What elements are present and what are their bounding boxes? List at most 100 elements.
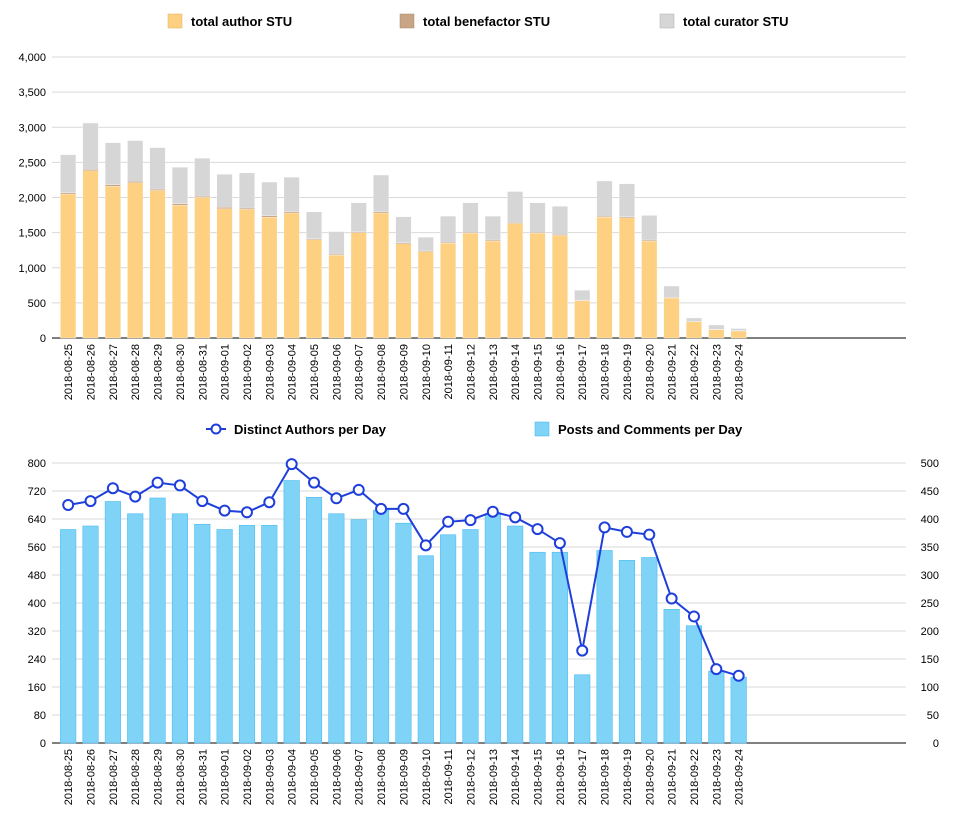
chart2-bar-posts [440, 534, 457, 744]
chart1-bar-author [194, 197, 211, 339]
chart1-bar-author [261, 217, 278, 339]
legend-swatch-author [167, 13, 183, 29]
chart2-point-authors [531, 523, 544, 536]
chart1-x-tick-label: 2018-08-26 [86, 344, 98, 400]
chart2-x-tick-label: 2018-09-11 [443, 749, 455, 804]
chart1-bar-author [373, 212, 389, 339]
chart2-point-authors [665, 592, 678, 605]
chart2-x-tick-label: 2018-09-14 [510, 749, 522, 805]
chart2-point-authors [62, 499, 75, 511]
chart2-y-axis-right: 0 50 100 150 200 250 300 350 400 450 500 [921, 458, 939, 750]
chart1-bar-author [686, 321, 702, 339]
chart2-x-tick-label: 2018-08-27 [108, 749, 120, 805]
chart1-bar-curator [484, 215, 501, 241]
chart2-y-right-tick-label: 300 [921, 570, 939, 582]
chart2-bar-posts [60, 529, 77, 744]
chart1-x-tick-label: 2018-09-14 [510, 344, 522, 400]
chart1-x-tick-label: 2018-09-22 [689, 344, 701, 400]
chart2-bar-posts [171, 513, 188, 744]
chart1-bar-author [551, 235, 568, 339]
chart2-point-authors [308, 476, 321, 489]
chart2-point-authors [620, 525, 633, 538]
chart2-point-authors [419, 539, 432, 552]
chart2-x-tick-label: 2018-09-05 [309, 749, 321, 805]
chart2-bar-posts [484, 513, 501, 744]
chart1-bar-benefactor [641, 239, 658, 242]
chart2-x-tick-label: 2018-09-24 [734, 749, 746, 805]
chart1-bar-benefactor [261, 215, 278, 218]
chart1-bar-benefactor [306, 238, 322, 240]
legend-swatch-posts [534, 421, 550, 437]
chart1-bar-author [708, 329, 725, 339]
chart1-legend: total author STU total benefactor STU to… [167, 13, 788, 29]
chart1-bar-author [484, 240, 501, 339]
chart2-x-tick-label: 2018-09-09 [398, 749, 410, 805]
chart1-bar-author [328, 254, 345, 339]
chart1-bar-curator [60, 154, 77, 193]
chart1-y-tick-label: 500 [28, 298, 46, 310]
chart1-bar-curator [708, 324, 725, 330]
chart2-point-authors [553, 537, 566, 550]
chart2-y-right-tick-label: 0 [933, 738, 939, 750]
chart2-bar-posts [417, 555, 434, 744]
chart2-bar-posts [82, 525, 99, 744]
chart1-y-tick-label: 0 [40, 333, 46, 345]
chart2-x-axis: 2018-08-25 2018-08-26 2018-08-27 2018-08-28… [63, 749, 746, 805]
chart1-bar-curator [261, 181, 278, 216]
chart2-point-authors [598, 521, 611, 534]
chart2-x-tick-label: 2018-09-22 [689, 749, 701, 805]
chart1-y-tick-label: 3,500 [18, 87, 46, 99]
chart1-y-tick-label: 2,500 [18, 157, 46, 169]
chart1-bar-curator [395, 216, 412, 243]
chart1-bars [60, 122, 747, 339]
chart2-point-authors [375, 502, 388, 515]
chart1-x-tick-label: 2018-09-01 [220, 344, 232, 400]
chart1-x-tick-label: 2018-09-20 [644, 344, 656, 400]
chart1-bar-benefactor [239, 207, 255, 210]
chart1-bar-benefactor [417, 250, 434, 252]
chart1-y-tick-label: 2,000 [18, 193, 46, 205]
legend-marker-authors [210, 423, 222, 435]
chart1-bar-author [283, 212, 300, 339]
chart1-x-tick-label: 2018-08-30 [175, 344, 187, 400]
chart1-x-tick-label: 2018-09-02 [242, 344, 254, 400]
chart2-point-authors [643, 528, 656, 541]
chart1-x-tick-label: 2018-09-12 [465, 344, 477, 400]
chart1-bar-benefactor [194, 195, 211, 198]
chart2-y-right-tick-label: 200 [921, 626, 939, 638]
chart2-point-authors [330, 492, 343, 505]
chart1-bar-benefactor [82, 169, 99, 171]
chart2-point-authors [352, 483, 365, 496]
chart1-x-tick-label: 2018-09-19 [622, 344, 634, 400]
chart1-x-tick-label: 2018-08-28 [130, 344, 142, 400]
chart1-bar-curator [574, 290, 591, 301]
legend-label-benefactor: total benefactor STU [423, 14, 550, 29]
chart2-bars [60, 480, 747, 744]
chart2-bar-posts [529, 551, 546, 744]
chart1-bar-curator [730, 328, 747, 331]
chart2-bar-posts [373, 509, 390, 744]
chart1-bar-curator [350, 202, 367, 232]
chart1-bar-author [663, 297, 680, 339]
chart1-x-tick-label: 2018-09-11 [443, 344, 455, 399]
chart1-bar-author [462, 233, 479, 339]
chart1-gridlines [52, 56, 906, 339]
chart2-y-axis-left: 0 80 160 240 320 400 480 560 640 720 800 [28, 458, 46, 750]
chart1-bar-curator [596, 180, 613, 217]
chart1-bar-curator [417, 237, 434, 251]
chart1-bar-curator [529, 202, 546, 233]
chart2-point-authors [285, 458, 298, 471]
chart1-bar-benefactor [350, 231, 367, 233]
chart1-bar-curator [440, 215, 457, 243]
chart2-y-right-tick-label: 150 [921, 654, 939, 666]
chart2-bar-posts [261, 524, 278, 744]
chart2-point-authors [732, 669, 745, 682]
chart2-legend: Distinct Authors per Day Posts and Comme… [206, 421, 743, 437]
chart2-x-tick-label: 2018-08-30 [175, 749, 187, 805]
chart1-bar-author [216, 208, 233, 339]
legend-swatch-curator [659, 13, 675, 29]
chart1-bar-curator [104, 142, 121, 186]
chart2-bar-posts [596, 550, 613, 744]
chart2-bar-posts [663, 608, 680, 744]
